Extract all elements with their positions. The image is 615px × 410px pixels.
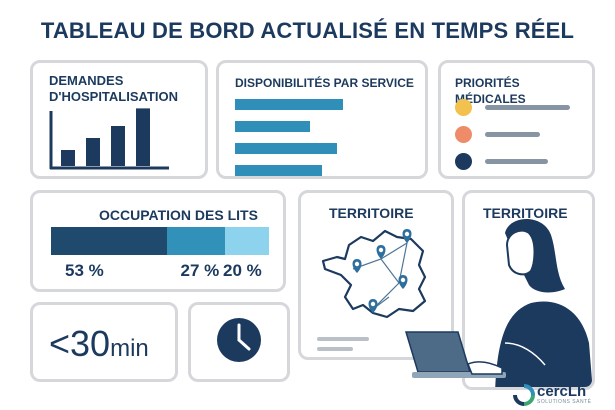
- availability-card-title: DISPONIBILITÉS PAR SERVICE: [235, 76, 414, 90]
- page-title: TABLEAU DE BORD ACTUALISÉ EN TEMPS RÉEL: [40, 18, 575, 43]
- occupancy-segment: [166, 227, 226, 255]
- priority-line: [485, 105, 570, 110]
- wait-time-value: <30min: [49, 323, 149, 365]
- availability-bar: [235, 99, 343, 110]
- admissions-bar: [111, 126, 125, 166]
- territory-map-card[interactable]: TERRITOIRE: [298, 190, 454, 360]
- location-pin: [402, 229, 412, 243]
- admissions-card[interactable]: DEMANDES D'HOSPITALISATION: [30, 60, 208, 179]
- availability-bar: [235, 143, 337, 154]
- person-illustration: [495, 219, 592, 387]
- map-caption-line-2: [317, 347, 353, 351]
- wait-time-number: 30: [70, 323, 111, 364]
- priority-dot: [455, 153, 472, 170]
- person-body: [495, 301, 592, 387]
- availability-card[interactable]: DISPONIBILITÉS PAR SERVICE: [216, 60, 428, 179]
- person-arm: [504, 342, 546, 366]
- admissions-bar-chart: [49, 108, 169, 170]
- map-caption-line: [317, 337, 369, 341]
- admissions-card-title: DEMANDES D'HOSPITALISATION: [49, 73, 178, 105]
- territory-map-title: TERRITOIRE: [329, 205, 414, 221]
- occupancy-percent-label: 27 %: [180, 261, 220, 280]
- availability-bar: [235, 165, 322, 176]
- wait-time-card[interactable]: <30min: [30, 302, 178, 382]
- territory-person-title: TERRITOIRE: [483, 205, 568, 221]
- occupancy-card-title: OCCUPATION DES LITS: [99, 207, 258, 223]
- person-face: [505, 229, 536, 276]
- location-pin: [352, 259, 362, 273]
- brand-name: cercLh: [537, 383, 587, 400]
- brand-tagline: SOLUTIONS SANTÉ: [537, 399, 592, 405]
- occupancy-percent-label: 20 %: [223, 261, 262, 280]
- priorities-card[interactable]: PRIORITÉS MÉDICALES: [438, 60, 595, 179]
- territory-person-card[interactable]: TERRITOIRE: [462, 190, 595, 390]
- priority-dot: [455, 99, 472, 116]
- occupancy-segment: [51, 227, 167, 255]
- wait-time-unit: min: [110, 335, 149, 362]
- person-hand: [467, 361, 503, 375]
- admissions-title-line1: DEMANDES: [49, 73, 124, 88]
- brand-logo: cercLh SOLUTIONS SANTÉ: [513, 383, 603, 407]
- route-line-2: [380, 258, 400, 284]
- priorities-card-title: PRIORITÉS MÉDICALES: [455, 76, 526, 106]
- admissions-bar: [86, 138, 100, 166]
- location-pin: [376, 245, 386, 259]
- location-pin: [398, 275, 408, 289]
- location-pin: [368, 299, 378, 313]
- occupancy-percent-label: 53 %: [65, 261, 104, 280]
- france-outline: [321, 229, 427, 319]
- priority-line: [485, 159, 548, 164]
- admissions-title-line2: D'HOSPITALISATION: [49, 89, 178, 104]
- france-map: [317, 229, 427, 351]
- clock-card[interactable]: [188, 302, 290, 382]
- priority-dot: [455, 126, 472, 143]
- wait-time-symbol: <: [49, 323, 71, 364]
- laptop-icon: [404, 331, 506, 378]
- occupancy-segment: [225, 227, 269, 255]
- occupancy-card[interactable]: OCCUPATION DES LITS 53 % 27 % 20 %: [30, 190, 286, 292]
- clock-icon: [217, 318, 261, 362]
- admissions-bar: [61, 150, 75, 166]
- availability-bar: [235, 121, 310, 132]
- admissions-bar: [136, 108, 150, 166]
- priority-line: [485, 132, 541, 137]
- brand-logo-icon: [513, 384, 535, 406]
